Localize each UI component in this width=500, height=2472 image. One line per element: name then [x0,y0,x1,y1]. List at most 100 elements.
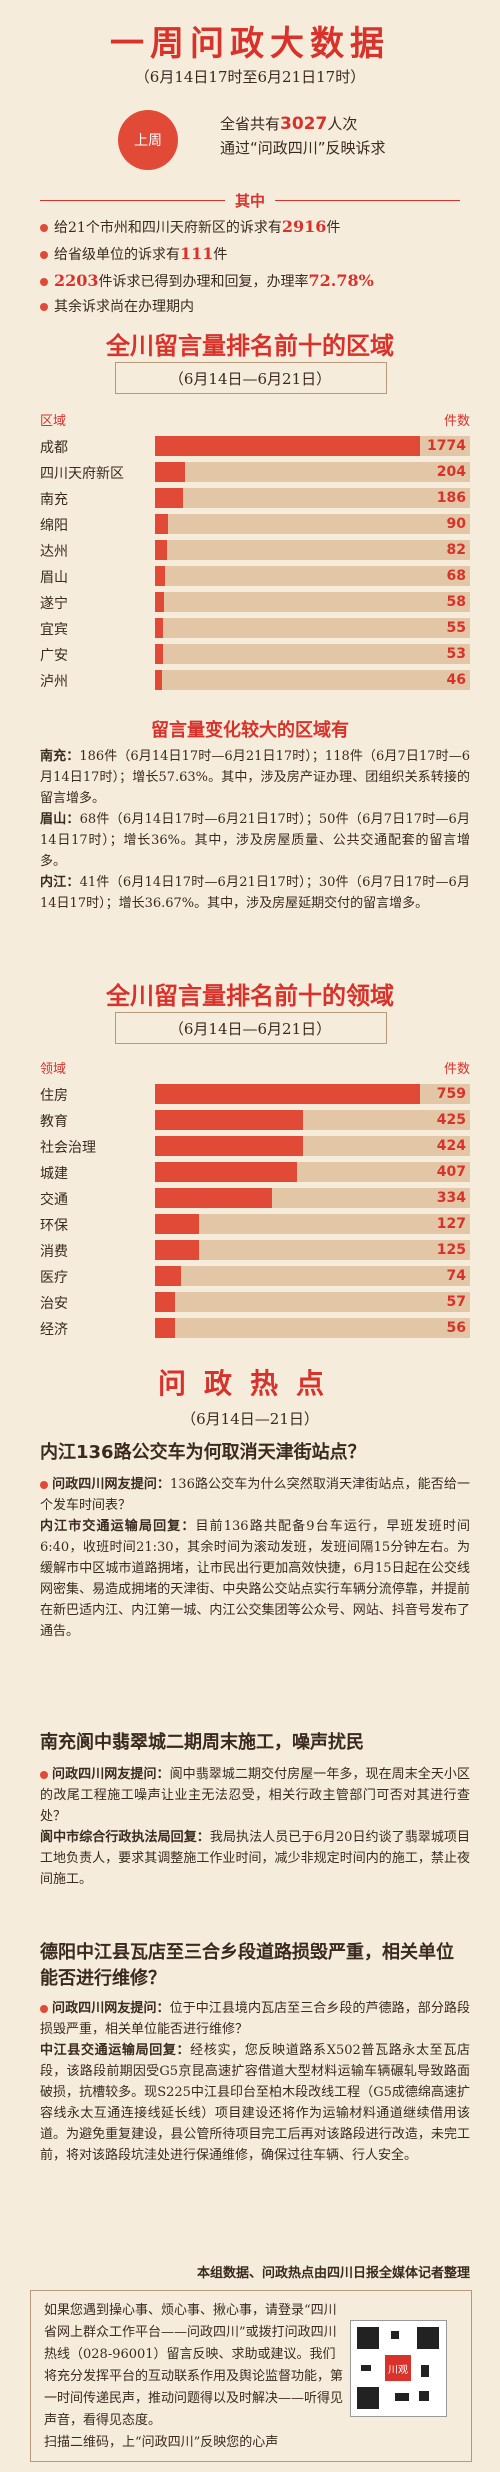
bar-value: 334 [436,1190,466,1206]
footer-text: 如果您遇到操心事、烦心事、揪心事，请登录“四川省网上群众工作平台——问政四川”或… [44,2300,344,2454]
qr-dot [421,2365,429,2377]
summary-pre: 全省共有 [220,115,281,133]
bar-track: 55 [155,618,470,638]
fields-col-left: 领域 [40,1062,67,1077]
bar-label: 成都 [40,440,68,456]
bullet-icon [40,2004,48,2013]
footer-scan-text: 扫描二维码，上“问政四川”反映您的心声 [44,2435,279,2450]
facts-list: 给21个市州和四川天府新区的诉求有2916件 给省级单位的诉求有111件 220… [40,214,374,320]
bar-track: 125 [155,1240,470,1260]
ask-text: 阆中翡翠城二期交付房屋一年多，现在周末全天小区的改尾工程施工噪声让业主无法忍受，… [40,1767,470,1824]
bar-row: 广安 53 [40,642,470,666]
bar [155,1162,298,1182]
week-badge: 上周 [118,110,178,170]
bar-label: 南充 [40,492,68,508]
story-reply: 中江县交通运输局回复：经核实，您反映道路系X502普瓦路永太至瓦店段，该路段前期… [40,2040,470,2166]
bar-track: 1774 [155,436,470,456]
changes-title: 留言量变化较大的区域有 [151,720,349,741]
qr-dot [395,2393,409,2401]
page-title: 一周问政大数据 [110,24,390,64]
reply-text: 经核实，您反映道路系X502普瓦路永太至瓦店段，该路段前期因受G5京昆高速扩容借… [40,2043,470,2163]
fact-item: 给省级单位的诉求有111件 [40,241,374,268]
regions-title: 全川留言量排名前十的区域 [106,332,394,360]
fact-num: 2916 [281,217,327,236]
summary-num: 3027 [280,114,328,134]
bar [155,1188,272,1208]
summary-line1: 全省共有3027人次 [220,112,386,136]
qr-code-icon[interactable]: 川观 [350,2320,447,2417]
bar-label: 住房 [40,1088,68,1104]
bar-value: 407 [436,1164,466,1180]
bar-track: 68 [155,566,470,586]
bar [155,462,186,482]
change-item: 眉山：68件（6月14日17时—6月21日17时）；50件（6月7日17时—6月… [40,809,470,872]
bar-value: 68 [446,568,466,584]
qr-dot [419,2391,429,2401]
bar [155,1240,199,1260]
bar [155,1084,420,1104]
bar-value: 46 [446,672,466,688]
change-city: 眉山： [40,812,80,827]
bar-value: 204 [436,464,466,480]
bar-track: 53 [155,644,470,664]
bar-label: 达州 [40,544,68,560]
story-body: 问政四川网友提问：136路公交车为什么突然取消天津街站点，能否给一个发车时间表？… [40,1474,470,1642]
reply-label: 内江市交通运输局回复： [40,1519,196,1534]
credit: 本组数据、问政热点由四川日报全媒体记者整理 [196,2266,470,2281]
fields-date: （6月14日—6月21日） [168,1020,332,1038]
bar [155,618,164,638]
bar-value: 55 [446,620,466,636]
bullet-icon [40,224,48,232]
divider-left [40,200,225,201]
footer-paragraph: 如果您遇到操心事、烦心事、揪心事，请登录“四川省网上群众工作平台——问政四川”或… [44,2303,344,2428]
bar-label: 社会治理 [40,1140,96,1156]
bar-row: 绵阳 90 [40,512,470,536]
bar-label: 教育 [40,1114,68,1130]
reply-text: 目前136路共配备9台车运行，早班发班时间6:40，收班时间21:30，其余时间… [40,1519,470,1639]
bar-label: 遂宁 [40,596,68,612]
bar-value: 53 [446,646,466,662]
story-body: 问政四川网友提问：位于中江县境内瓦店至三合乡段的芦德路，部分路段损毁严重，相关单… [40,1998,470,2166]
fact-text: 其余诉求尚在办理期内 [54,299,194,315]
ask-label: 问政四川网友提问： [52,2001,170,2016]
qr-corner [357,2327,379,2349]
bar [155,1136,304,1156]
story-ask: 问政四川网友提问：位于中江县境内瓦店至三合乡段的芦德路，部分路段损毁严重，相关单… [40,1998,470,2040]
story-ask: 问政四川网友提问：阆中翡翠城二期交付房屋一年多，现在周末全天小区的改尾工程施工噪… [40,1764,470,1827]
reply-text: 我局执法人员已于6月20日约谈了翡翠城项目工地负责人，要求其调整施工作业时间，减… [40,1830,470,1887]
bar-track: 46 [155,670,470,690]
bar-value: 186 [436,490,466,506]
bar-row: 泸州 46 [40,668,470,692]
bar-track: 759 [155,1084,470,1104]
bar-row: 医疗 74 [40,1264,470,1288]
bar-row: 眉山 68 [40,564,470,588]
bar-track: 74 [155,1266,470,1286]
bar [155,540,168,560]
bar [155,1292,175,1312]
story-body: 问政四川网友提问：阆中翡翠城二期交付房屋一年多，现在周末全天小区的改尾工程施工噪… [40,1764,470,1890]
fields-date-box [115,1012,387,1044]
bar [155,1110,304,1130]
fact-text: 件 [326,220,341,236]
fact-num: 111 [180,244,214,263]
bar [155,670,162,690]
bar-track: 90 [155,514,470,534]
bar-value: 57 [446,1294,466,1310]
bar-label: 经济 [40,1322,68,1338]
bar-value: 759 [436,1086,466,1102]
bar-value: 56 [446,1320,466,1336]
bar-track: 204 [155,462,470,482]
bar-label: 宜宾 [40,622,68,638]
bar-row: 消费 125 [40,1238,470,1262]
fields-col-right: 件数 [443,1062,470,1077]
story-title: 内江136路公交车为何取消天津街站点？ [40,1442,366,1463]
divider-right [275,200,460,201]
bar-track: 56 [155,1318,470,1338]
fact-item: 给21个市州和四川天府新区的诉求有2916件 [40,214,374,241]
bullet-icon [40,1770,48,1779]
ask-label: 问政四川网友提问： [52,1477,171,1492]
regions-col-left: 区域 [40,414,67,429]
bar-label: 城建 [40,1166,68,1182]
bar-label: 交通 [40,1192,68,1208]
story-title: 南充阆中翡翠城二期周末施工，噪声扰民 [40,1732,364,1753]
